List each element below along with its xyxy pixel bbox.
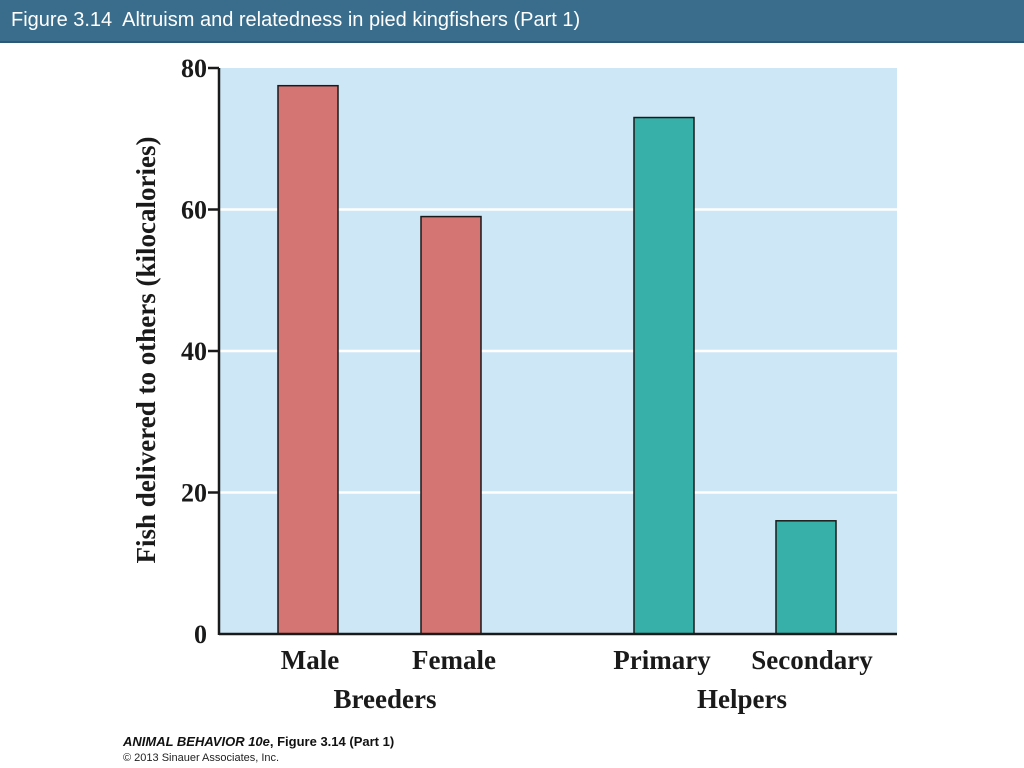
bar-secondary <box>775 520 837 635</box>
group-labels: Breeders Helpers <box>334 684 787 714</box>
bar-male <box>277 84 339 635</box>
copyright-notice: © 2013 Sinauer Associates, Inc. <box>123 752 280 764</box>
y-tick-label: 20 <box>181 479 207 508</box>
bar-primary <box>633 116 695 635</box>
y-tick-label: 40 <box>181 337 207 366</box>
title-bar: Figure 3.14 Altruism and relatedness in … <box>0 0 1024 43</box>
group-label: Breeders <box>334 684 437 714</box>
x-tick-label: Male <box>281 645 339 675</box>
slide-title: Figure 3.14 Altruism and relatedness in … <box>11 9 581 31</box>
footer-citation: ANIMAL BEHAVIOR 10e, Figure 3.14 (Part 1… <box>123 734 394 749</box>
y-tick-label: 60 <box>181 196 207 225</box>
y-tick-label: 80 <box>181 54 207 83</box>
bar-female <box>420 215 482 635</box>
y-tick-label: 0 <box>194 620 207 649</box>
y-axis-label: Fish delivered to others (kilocalories) <box>131 137 161 564</box>
x-labels: Male Female Primary Secondary <box>281 645 873 675</box>
x-tick-label: Primary <box>613 645 711 675</box>
book-title: ANIMAL BEHAVIOR 10e <box>123 734 270 749</box>
x-tick-label: Female <box>412 645 496 675</box>
y-ticks: 0 20 40 60 80 <box>181 54 219 649</box>
figure-reference: , Figure 3.14 (Part 1) <box>269 734 395 749</box>
group-label: Helpers <box>697 684 787 714</box>
x-tick-label: Secondary <box>751 645 873 675</box>
